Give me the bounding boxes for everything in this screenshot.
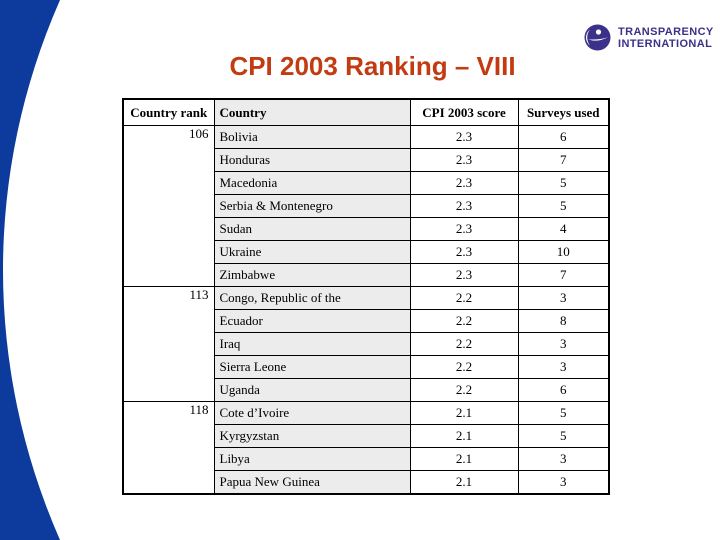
table-row: Macedonia 2.3 5 <box>123 171 610 195</box>
country-cell: Cote d’Ivoire <box>213 401 411 425</box>
table-row: Zimbabwe 2.3 7 <box>123 263 610 287</box>
surveys-cell: 3 <box>517 447 610 471</box>
country-cell: Ukraine <box>213 240 411 264</box>
transparency-international-logo: TRANSPARENCY INTERNATIONAL <box>584 24 714 51</box>
surveys-cell: 7 <box>517 263 610 287</box>
globe-icon <box>584 24 611 51</box>
table-row: 118 Cote d’Ivoire 2.1 5 <box>122 401 610 495</box>
country-cell: Congo, Republic of the <box>213 286 411 310</box>
surveys-cell: 8 <box>517 309 610 333</box>
score-cell: 2.3 <box>409 240 519 264</box>
country-cell: Libya <box>213 447 411 471</box>
country-cell: Sudan <box>213 217 411 241</box>
table-header-row: Country rank Country CPI 2003 score Surv… <box>122 98 610 126</box>
table-row: Sierra Leone 2.2 3 <box>123 355 610 379</box>
logo-line1: TRANSPARENCY <box>618 25 714 38</box>
cpi-ranking-table: Country rank Country CPI 2003 score Surv… <box>122 98 610 495</box>
table-row: Libya 2.1 3 <box>123 447 610 471</box>
page-title: CPI 2003 Ranking – VIII <box>229 51 516 81</box>
score-cell: 2.3 <box>409 194 519 218</box>
score-cell: 2.3 <box>409 171 519 195</box>
country-cell: Iraq <box>213 332 411 356</box>
rank-cell: 118 <box>122 401 215 495</box>
country-cell: Kyrgyzstan <box>213 424 411 448</box>
table-row: Ukraine 2.3 10 <box>123 240 610 264</box>
score-cell: 2.2 <box>409 378 519 402</box>
table-row: Sudan 2.3 4 <box>123 217 610 241</box>
logo-line2: INTERNATIONAL <box>618 37 713 50</box>
country-cell: Honduras <box>213 148 411 172</box>
col-header-country-rank: Country rank <box>122 98 215 126</box>
table-row: Iraq 2.2 3 <box>123 332 610 356</box>
surveys-cell: 5 <box>517 401 610 425</box>
score-cell: 2.1 <box>409 470 519 495</box>
score-cell: 2.2 <box>409 286 519 310</box>
surveys-cell: 10 <box>517 240 610 264</box>
country-cell: Zimbabwe <box>213 263 411 287</box>
ranking-table-container: Country rank Country CPI 2003 score Surv… <box>122 98 610 495</box>
surveys-cell: 6 <box>517 378 610 402</box>
table-row: Honduras 2.3 7 <box>123 148 610 172</box>
country-cell: Macedonia <box>213 171 411 195</box>
score-cell: 2.3 <box>409 263 519 287</box>
score-cell: 2.1 <box>409 447 519 471</box>
surveys-cell: 6 <box>517 125 610 149</box>
score-cell: 2.1 <box>409 401 519 425</box>
country-cell: Bolivia <box>213 125 411 149</box>
country-cell: Sierra Leone <box>213 355 411 379</box>
col-header-country: Country <box>213 98 411 126</box>
surveys-cell: 3 <box>517 286 610 310</box>
rank-cell: 113 <box>122 286 215 402</box>
country-cell: Ecuador <box>213 309 411 333</box>
surveys-cell: 5 <box>517 171 610 195</box>
score-cell: 2.2 <box>409 309 519 333</box>
country-cell: Papua New Guinea <box>213 470 411 495</box>
logo-wordmark: TRANSPARENCY INTERNATIONAL <box>618 26 714 50</box>
surveys-cell: 3 <box>517 355 610 379</box>
surveys-cell: 5 <box>517 424 610 448</box>
table-row: Ecuador 2.2 8 <box>123 309 610 333</box>
col-header-cpi-2003-score: CPI 2003 score <box>409 98 519 126</box>
table-row: 106 Bolivia 2.3 6 <box>122 125 610 287</box>
score-cell: 2.2 <box>409 355 519 379</box>
surveys-cell: 4 <box>517 217 610 241</box>
table-row: Kyrgyzstan 2.1 5 <box>123 424 610 448</box>
table-row: Papua New Guinea 2.1 3 <box>123 470 610 495</box>
surveys-cell: 3 <box>517 332 610 356</box>
score-cell: 2.3 <box>409 148 519 172</box>
table-row: 113 Congo, Republic of the 2.2 3 <box>122 286 610 402</box>
score-cell: 2.2 <box>409 332 519 356</box>
surveys-cell: 3 <box>517 470 610 495</box>
country-cell: Serbia & Montenegro <box>213 194 411 218</box>
col-header-surveys-used: Surveys used <box>517 98 610 126</box>
score-cell: 2.3 <box>409 125 519 149</box>
surveys-cell: 7 <box>517 148 610 172</box>
table-row: Serbia & Montenegro 2.3 5 <box>123 194 610 218</box>
surveys-cell: 5 <box>517 194 610 218</box>
score-cell: 2.3 <box>409 217 519 241</box>
table-row: Uganda 2.2 6 <box>123 378 610 402</box>
rank-cell: 106 <box>122 125 215 287</box>
score-cell: 2.1 <box>409 424 519 448</box>
country-cell: Uganda <box>213 378 411 402</box>
